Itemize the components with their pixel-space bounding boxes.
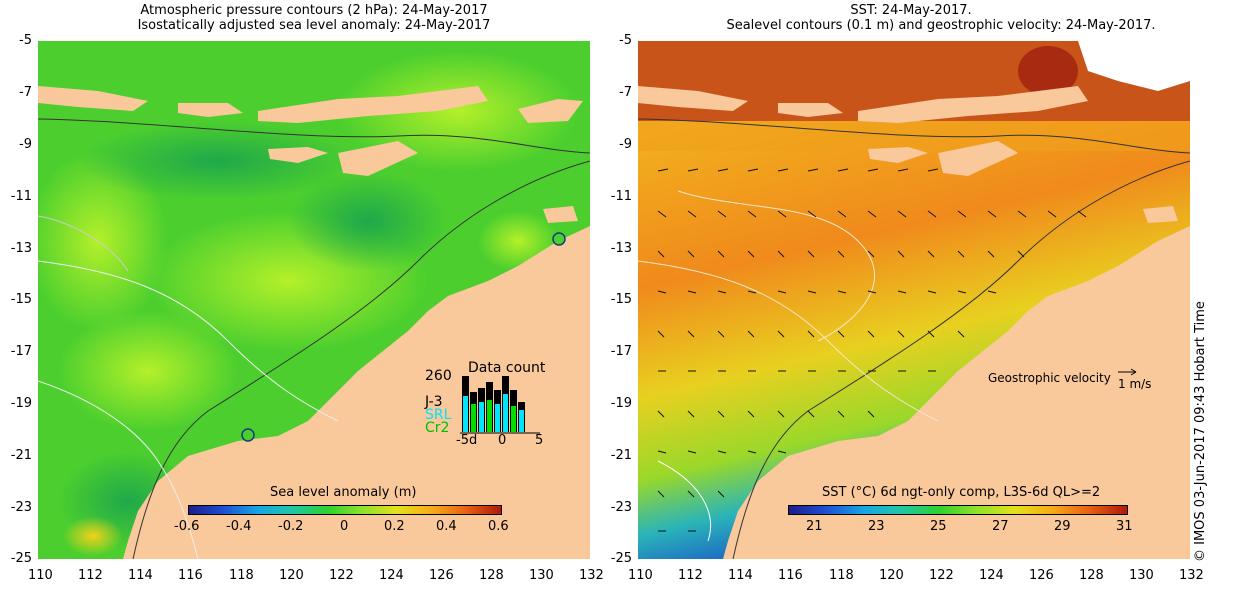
lon-tick: 126: [1029, 568, 1054, 583]
lon-tick: 124: [979, 568, 1004, 583]
lon-tick: 128: [1079, 568, 1104, 583]
data-count-tick-5: 5: [535, 433, 544, 448]
sla-tick: 0: [340, 519, 349, 534]
lat-tick: -11: [10, 189, 32, 204]
data-count-title: Data count: [468, 360, 546, 376]
lon-tick: 116: [778, 568, 803, 583]
lon-tick: 120: [279, 568, 304, 583]
lon-tick: 116: [178, 568, 203, 583]
data-count-bars: [460, 376, 540, 434]
velocity-legend-unit: 1 m/s: [1118, 377, 1152, 391]
lon-tick: 128: [479, 568, 504, 583]
left-title-line1: Atmospheric pressure contours (2 hPa): 2…: [140, 3, 488, 18]
lat-tick: -13: [10, 241, 32, 256]
lat-tick: -17: [610, 344, 632, 359]
data-count-max-label: 260: [425, 368, 452, 384]
lon-tick: 112: [78, 568, 103, 583]
lon-tick: 132: [579, 568, 604, 583]
lat-tick: -21: [610, 448, 632, 463]
lon-tick: 130: [1129, 568, 1154, 583]
sla-tick: 0.2: [384, 519, 405, 534]
right-lat-axis: -5 -7 -9 -11 -13 -15 -17 -19 -21 -23 -25: [600, 33, 636, 566]
sla-tick: 0.6: [488, 519, 509, 534]
sst-tick: 31: [1116, 519, 1133, 534]
lon-tick: 122: [329, 568, 354, 583]
lat-tick: -21: [10, 448, 32, 463]
left-lon-axis: 110 112 114 116 118 120 122 124 126 128 …: [28, 569, 608, 585]
sea-level-anomaly-map: [38, 41, 590, 559]
sst-colorbar-ticks: 21 23 25 27 29 31: [800, 519, 1140, 535]
sla-colorbar: [188, 505, 502, 515]
lat-tick: -5: [619, 33, 632, 48]
lon-tick: 112: [678, 568, 703, 583]
sst-tick: 27: [992, 519, 1009, 534]
data-count-series-cr2: Cr2: [425, 420, 450, 436]
lat-tick: -17: [10, 344, 32, 359]
lat-tick: -23: [610, 500, 632, 515]
lon-tick: 118: [229, 568, 254, 583]
lat-tick: -11: [610, 189, 632, 204]
lat-tick: -5: [19, 33, 32, 48]
sst-tick: 21: [806, 519, 823, 534]
lat-tick: -23: [10, 500, 32, 515]
lon-tick: 118: [829, 568, 854, 583]
lat-tick: -9: [619, 137, 632, 152]
lon-tick: 132: [1179, 568, 1204, 583]
sst-tick: 29: [1054, 519, 1071, 534]
data-count-inset: Data count 260 J-3 SRL Cr2 -5d 0 5: [420, 360, 560, 450]
velocity-legend-label: Geostrophic velocity: [988, 371, 1111, 385]
lat-tick: -19: [610, 396, 632, 411]
lat-tick: -25: [10, 551, 32, 566]
sst-colorbar: [788, 505, 1128, 515]
lon-tick: 120: [879, 568, 904, 583]
lat-tick: -13: [610, 241, 632, 256]
lon-tick: 110: [628, 568, 653, 583]
lat-tick: -7: [619, 85, 632, 100]
lon-tick: 114: [128, 568, 153, 583]
sst-tick: 23: [868, 519, 885, 534]
sla-colorbar-label: Sea level anomaly (m): [270, 485, 417, 500]
imos-credit: © IMOS 03-Jun-2017 09:43 Hobart Time: [1193, 301, 1208, 562]
sla-colorbar-ticks: -0.6 -0.4 -0.2 0 0.2 0.4 0.6: [174, 519, 514, 535]
sla-tick: -0.6: [174, 519, 200, 534]
sst-tick: 25: [930, 519, 947, 534]
data-count-series-j3: J-3: [425, 394, 443, 410]
right-title-line1: SST: 24-May-2017.: [850, 3, 972, 18]
right-title-line2: Sealevel contours (0.1 m) and geostrophi…: [726, 18, 1156, 33]
lon-tick: 110: [28, 568, 53, 583]
sla-tick: -0.4: [226, 519, 252, 534]
data-count-tick-0: 0: [498, 433, 507, 448]
lon-tick: 130: [529, 568, 554, 583]
sst-map: [638, 41, 1190, 559]
lat-tick: -15: [610, 292, 632, 307]
sla-tick: 0.4: [436, 519, 457, 534]
lat-tick: -25: [610, 551, 632, 566]
right-lon-axis: 110 112 114 116 118 120 122 124 126 128 …: [628, 569, 1208, 585]
left-title-line2: Isostatically adjusted sea level anomaly…: [137, 18, 491, 33]
lon-tick: 122: [929, 568, 954, 583]
lat-tick: -15: [10, 292, 32, 307]
sla-tick: -0.2: [278, 519, 304, 534]
left-lat-axis: -5 -7 -9 -11 -13 -15 -17 -19 -21 -23 -25: [0, 33, 36, 566]
lat-tick: -19: [10, 396, 32, 411]
sst-colorbar-label: SST (°C) 6d ngt-only comp, L3S-6d QL>=2: [822, 485, 1101, 500]
lat-tick: -9: [19, 137, 32, 152]
lon-tick: 126: [429, 568, 454, 583]
data-count-tick-minus5d: -5d: [456, 433, 478, 448]
data-count-series-srl: SRL: [425, 407, 452, 423]
lon-tick: 124: [379, 568, 404, 583]
lon-tick: 114: [728, 568, 753, 583]
lat-tick: -7: [19, 85, 32, 100]
